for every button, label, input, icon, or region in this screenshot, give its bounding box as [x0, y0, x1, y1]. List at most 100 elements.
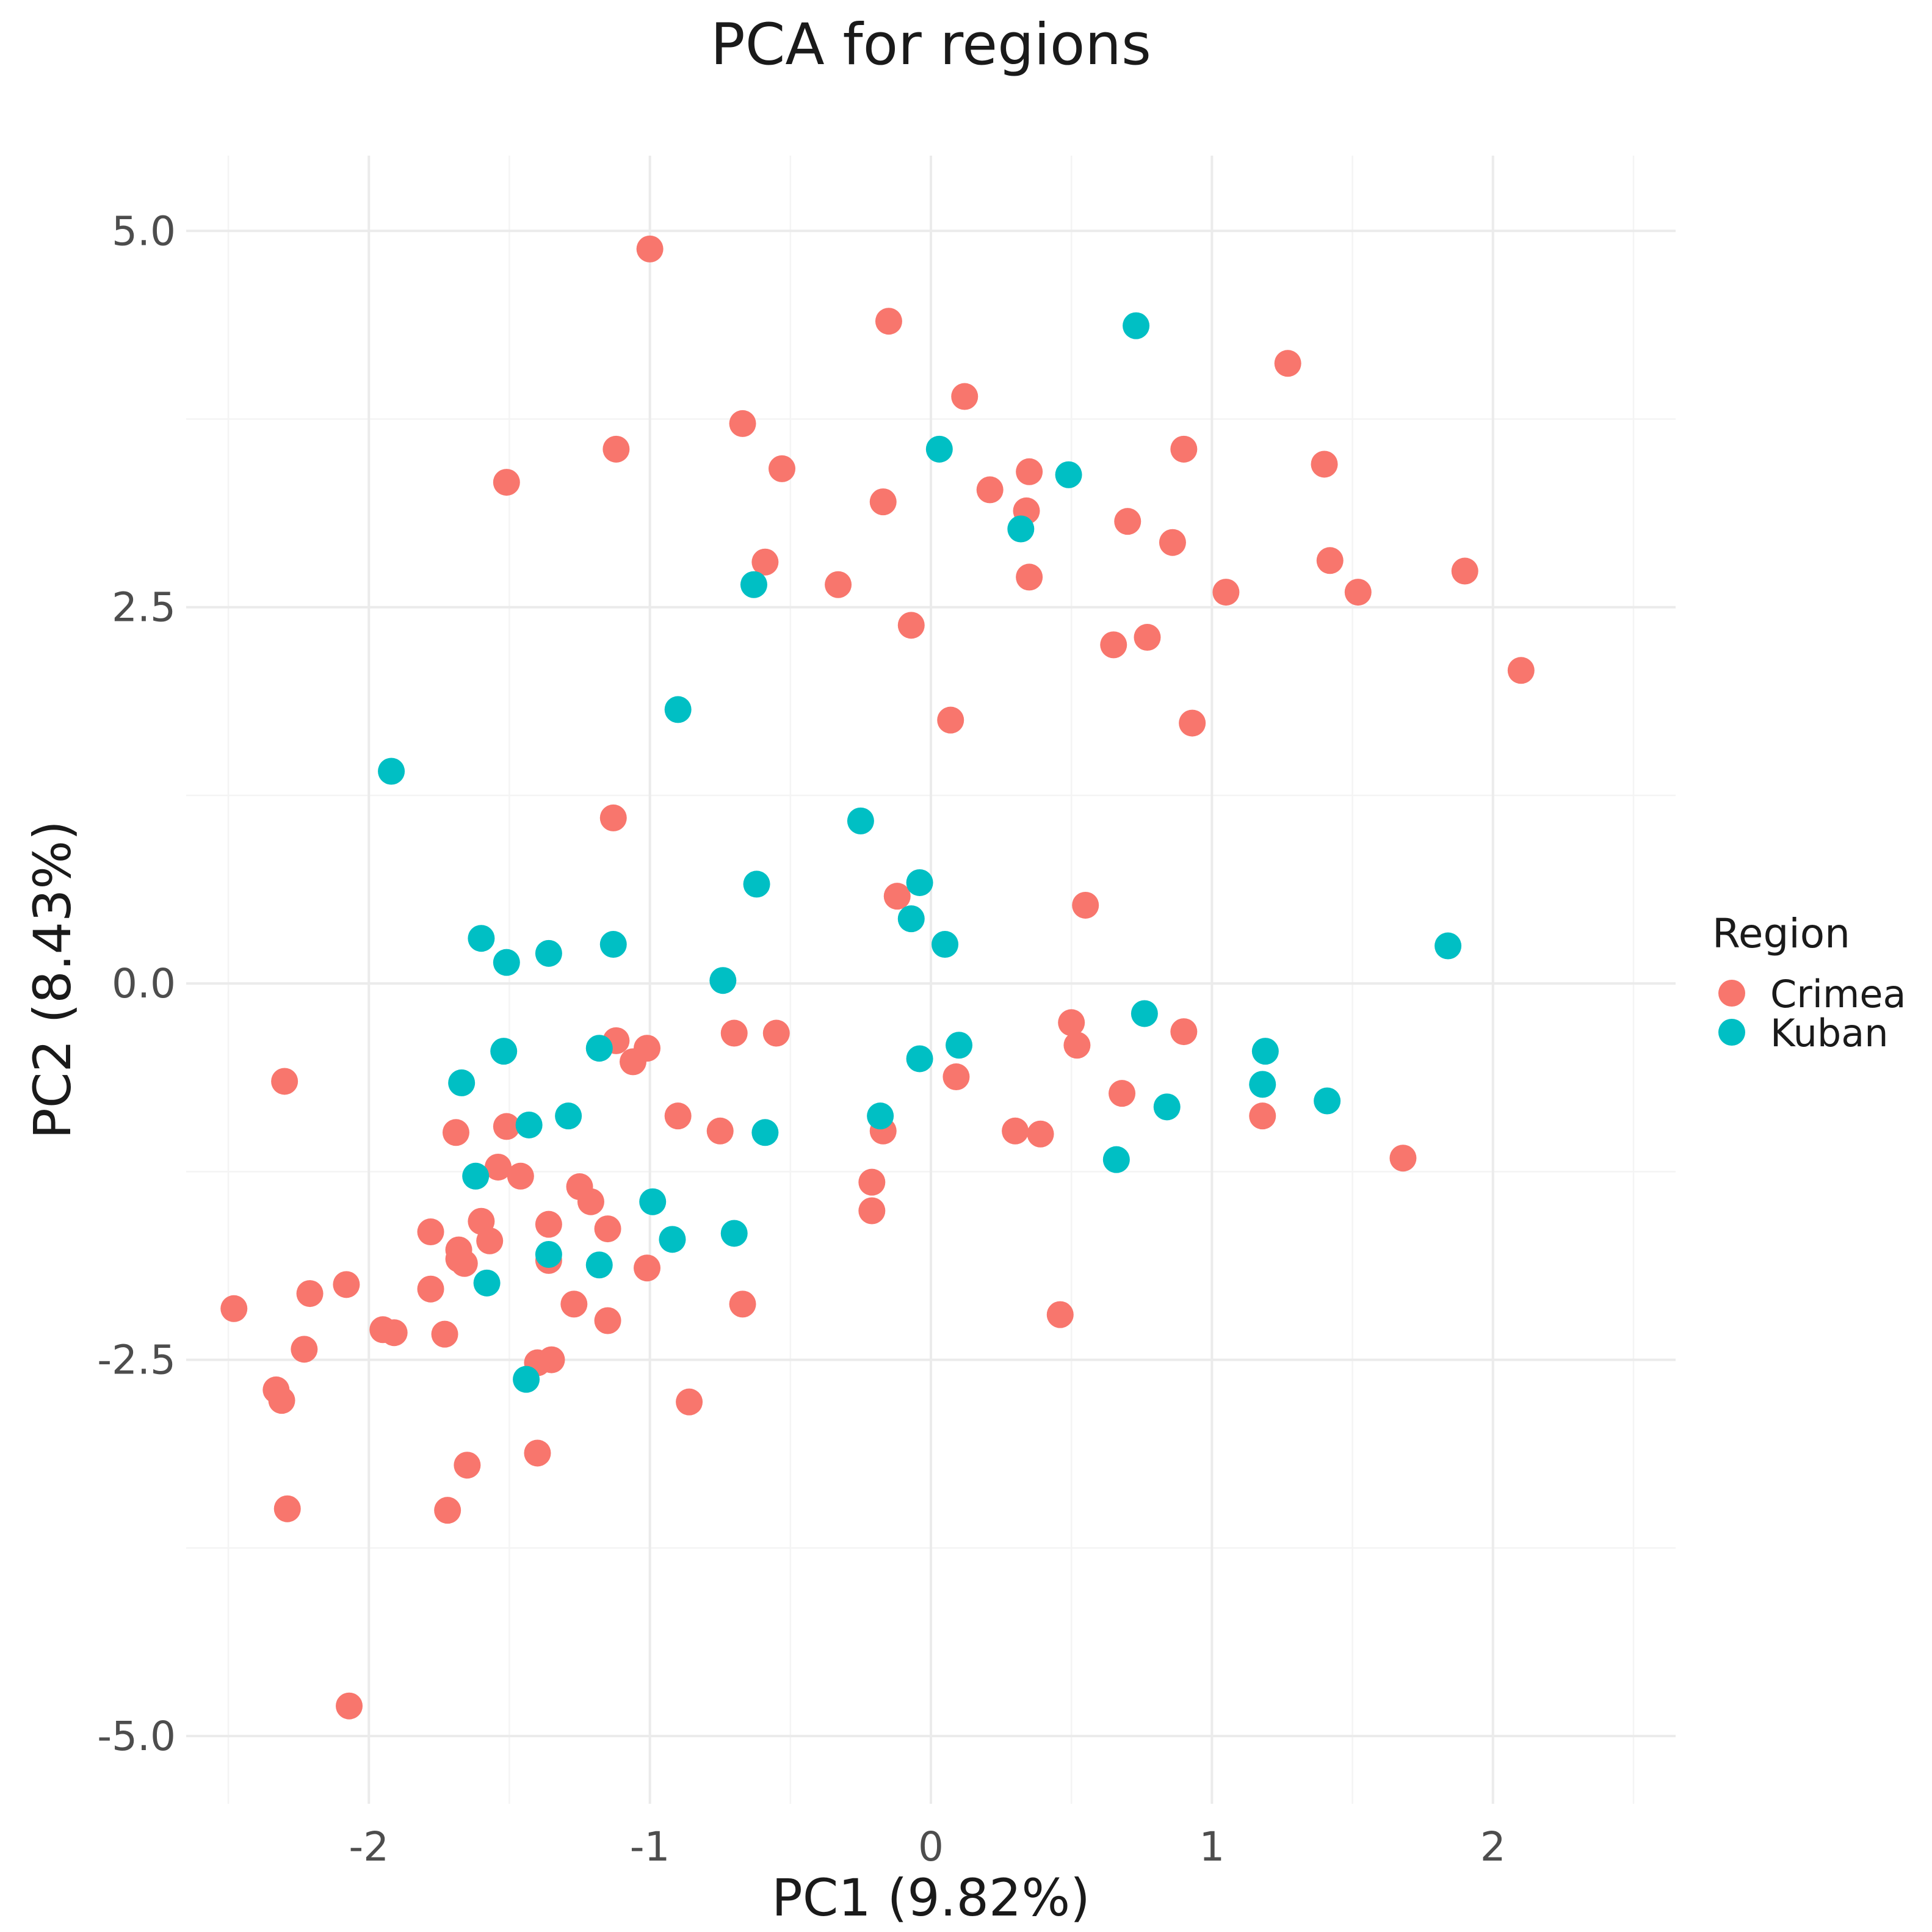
point-kuban — [906, 1045, 933, 1073]
point-crimea — [1016, 458, 1043, 485]
point-crimea — [1170, 1018, 1198, 1046]
point-crimea — [620, 1048, 646, 1076]
point-kuban — [664, 696, 692, 723]
point-kuban — [740, 571, 767, 598]
y-axis-title: PC2 (8.43%) — [23, 820, 82, 1139]
point-kuban — [847, 807, 874, 834]
point-kuban — [535, 1241, 562, 1268]
x-tick-label: 1 — [1199, 1823, 1225, 1870]
y-axis-ticks: -5.0 -2.5 0.0 2.5 5.0 — [97, 208, 176, 1760]
point-crimea — [476, 1227, 504, 1254]
point-kuban — [493, 949, 520, 976]
point-kuban — [932, 931, 959, 958]
point-crimea — [1249, 1102, 1276, 1130]
point-crimea — [634, 1254, 661, 1282]
point-crimea — [594, 1307, 621, 1334]
point-crimea — [535, 1210, 562, 1238]
point-crimea — [897, 612, 925, 639]
y-tick-label: 2.5 — [112, 584, 176, 631]
point-kuban — [1055, 461, 1082, 488]
point-kuban — [946, 1032, 973, 1059]
point-crimea — [594, 1215, 621, 1243]
point-kuban — [1131, 1000, 1158, 1027]
point-kuban — [585, 1251, 613, 1279]
point-kuban — [585, 1035, 613, 1062]
point-crimea — [296, 1280, 324, 1308]
point-crimea — [1134, 624, 1161, 651]
point-kuban — [473, 1269, 501, 1297]
point-crimea — [1027, 1120, 1054, 1148]
point-crimea — [769, 455, 795, 482]
point-crimea — [1507, 657, 1535, 684]
legend-label-kuban: Kuban — [1770, 1011, 1889, 1055]
point-crimea — [417, 1275, 444, 1303]
point-kuban — [468, 925, 495, 952]
point-kuban — [709, 967, 737, 994]
point-kuban — [515, 1111, 543, 1138]
point-kuban — [378, 758, 405, 785]
legend-key-kuban — [1718, 1019, 1745, 1046]
point-crimea — [1344, 579, 1372, 606]
legend-key-crimea — [1718, 980, 1745, 1007]
point-kuban — [599, 931, 627, 958]
point-crimea — [951, 383, 979, 410]
point-crimea — [664, 1102, 692, 1130]
point-crimea — [577, 1188, 604, 1215]
x-tick-label: -2 — [349, 1823, 389, 1870]
chart-title: PCA for regions — [711, 12, 1151, 78]
point-crimea — [1316, 547, 1344, 574]
point-kuban — [513, 1366, 540, 1393]
point-crimea — [1109, 1080, 1136, 1107]
point-kuban — [1153, 1093, 1181, 1121]
point-crimea — [291, 1336, 318, 1363]
point-crimea — [271, 1068, 298, 1095]
x-tick-label: 0 — [918, 1823, 944, 1870]
point-crimea — [825, 571, 852, 598]
point-crimea — [1046, 1301, 1074, 1328]
point-crimea — [858, 1168, 886, 1196]
x-tick-label: 2 — [1480, 1823, 1506, 1870]
point-kuban — [1251, 1038, 1279, 1065]
point-crimea — [220, 1295, 248, 1322]
point-kuban — [639, 1188, 667, 1215]
y-tick-label: -2.5 — [97, 1337, 176, 1384]
point-crimea — [729, 1290, 756, 1318]
point-kuban — [448, 1069, 476, 1096]
point-crimea — [1389, 1145, 1417, 1172]
y-tick-label: -5.0 — [97, 1713, 176, 1760]
point-kuban — [535, 939, 562, 967]
point-crimea — [602, 435, 630, 463]
point-crimea — [729, 410, 756, 437]
point-crimea — [676, 1388, 703, 1416]
point-kuban — [1435, 932, 1462, 960]
point-kuban — [743, 870, 770, 898]
point-crimea — [720, 1019, 748, 1047]
x-axis-title: PC1 (9.82%) — [772, 1868, 1090, 1928]
point-kuban — [925, 435, 953, 463]
point-crimea — [869, 488, 897, 516]
point-crimea — [1058, 1009, 1085, 1037]
legend: Region Crimea Kuban — [1712, 910, 1906, 1055]
x-axis-ticks: -2 -1 0 1 2 — [349, 1823, 1505, 1870]
point-kuban — [555, 1102, 582, 1130]
point-crimea — [434, 1497, 461, 1524]
point-kuban — [462, 1162, 490, 1190]
point-crimea — [883, 883, 911, 910]
point-kuban — [751, 1119, 779, 1146]
point-crimea — [560, 1290, 588, 1318]
point-crimea — [273, 1495, 301, 1522]
point-crimea — [706, 1117, 734, 1145]
point-kuban — [1102, 1146, 1130, 1173]
legend-title: Region — [1712, 910, 1850, 957]
point-crimea — [336, 1692, 363, 1720]
point-crimea — [485, 1153, 512, 1181]
point-kuban — [720, 1220, 748, 1247]
point-kuban — [1007, 515, 1035, 543]
point-crimea — [524, 1439, 551, 1467]
point-crimea — [1274, 350, 1301, 377]
point-crimea — [858, 1197, 886, 1225]
point-crimea — [333, 1271, 360, 1298]
point-crimea — [1063, 1032, 1091, 1059]
point-crimea — [1212, 579, 1240, 606]
